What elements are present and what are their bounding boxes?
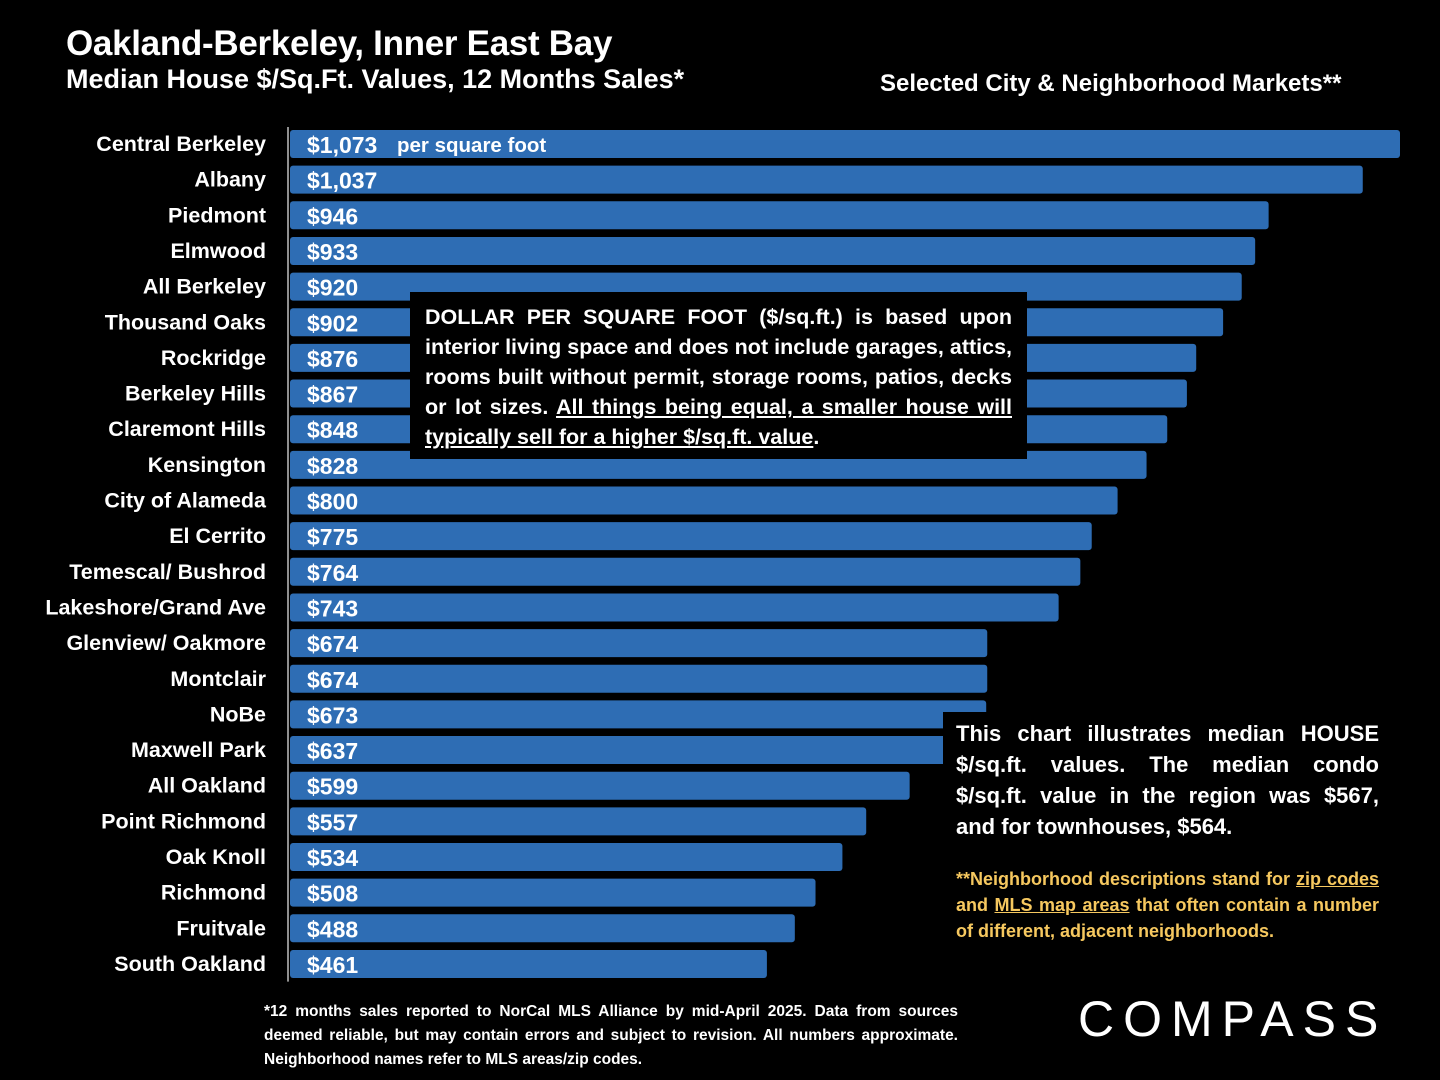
category-label: Temescal/ Bushrod <box>69 560 266 584</box>
category-label: Point Richmond <box>101 809 266 833</box>
bar-city-of-alameda <box>290 486 1118 515</box>
markets-caption: Selected City & Neighborhood Markets** <box>880 70 1342 97</box>
category-label: Claremont Hills <box>108 417 266 441</box>
chart-title: Oakland-Berkeley, Inner East Bay <box>66 24 613 63</box>
category-label: Lakeshore/Grand Ave <box>45 595 266 619</box>
value-label: $461 <box>307 952 358 978</box>
category-label: Maxwell Park <box>131 738 266 762</box>
value-label: $933 <box>307 239 358 265</box>
category-label: Thousand Oaks <box>105 310 266 334</box>
compass-logo: COMPASS <box>1078 991 1388 1047</box>
value-label: $673 <box>307 702 358 728</box>
category-label: All Berkeley <box>143 275 266 299</box>
category-label: All Oakland <box>148 774 266 798</box>
value-label: $920 <box>307 275 358 301</box>
value-label: $674 <box>307 667 358 693</box>
footnote: *12 months sales reported to NorCal MLS … <box>264 1003 958 1068</box>
value-label: $743 <box>307 595 358 621</box>
value-label: $867 <box>307 382 358 408</box>
bar-central-berkeley <box>290 130 1400 158</box>
neighborhood-note-end: that often contain a number of different… <box>956 895 1379 941</box>
bar-el-cerrito <box>290 522 1092 551</box>
bar-lakeshore-grand-ave <box>290 593 1059 622</box>
bar-glenview-oakmore <box>290 629 988 658</box>
value-label: $637 <box>307 738 358 764</box>
neighborhood-note-and: and <box>956 895 995 915</box>
chart-subtitle: Median House $/Sq.Ft. Values, 12 Months … <box>66 64 685 94</box>
category-label: Montclair <box>170 667 266 691</box>
category-label: South Oakland <box>114 952 266 976</box>
value-label: $848 <box>307 417 358 443</box>
note-main-text: This chart illustrates median HOUSE $/sq… <box>956 721 1379 839</box>
note-box: This chart illustrates median HOUSE $/sq… <box>943 712 1395 962</box>
value-label: $876 <box>307 346 358 372</box>
bar-temescal-bushrod <box>290 557 1081 586</box>
bar-richmond <box>290 878 816 907</box>
value-label: $902 <box>307 310 358 336</box>
mls-map-areas-link[interactable]: MLS map areas <box>994 895 1130 915</box>
unit-label: per square foot <box>397 134 546 157</box>
bar-all-oakland <box>290 771 910 800</box>
category-label: Albany <box>194 168 266 192</box>
definition-end: . <box>813 425 820 449</box>
value-label: $800 <box>307 489 358 515</box>
bar-albany <box>290 165 1363 194</box>
value-label: $828 <box>307 453 358 479</box>
bar-oak-knoll <box>290 843 843 871</box>
category-label: Glenview/ Oakmore <box>66 631 266 655</box>
value-label: $775 <box>307 524 358 550</box>
value-label: $764 <box>307 560 358 586</box>
category-label: City of Alameda <box>104 489 267 513</box>
category-label: El Cerrito <box>169 524 266 548</box>
category-label: Richmond <box>161 881 266 905</box>
definition-box: DOLLAR PER SQUARE FOOT ($/sq.ft.) is bas… <box>410 292 1027 459</box>
bar-point-richmond <box>290 807 867 836</box>
definition-underlined-text: All things being equal, a smaller house … <box>425 395 1012 449</box>
category-label: Berkeley Hills <box>125 382 266 406</box>
value-label: $557 <box>307 809 358 835</box>
category-label: NoBe <box>210 702 266 726</box>
neighborhood-note-text: **Neighborhood descriptions stand for <box>956 869 1296 889</box>
category-label: Piedmont <box>168 203 266 227</box>
category-label: Central Berkeley <box>96 132 266 156</box>
category-label: Kensington <box>148 453 266 477</box>
category-label: Rockridge <box>161 346 266 370</box>
value-label: $599 <box>307 774 358 800</box>
zip-codes-link[interactable]: zip codes <box>1295 869 1379 889</box>
category-label: Oak Knoll <box>166 845 266 869</box>
value-label: $508 <box>307 881 358 907</box>
category-label: Elmwood <box>170 239 266 263</box>
value-label: $674 <box>307 631 358 657</box>
value-label: $534 <box>307 845 358 871</box>
bar-south-oakland <box>290 949 767 978</box>
definition-text: DOLLAR PER SQUARE FOOT ($/sq.ft.) is bas… <box>425 305 1012 419</box>
bar-nobe <box>290 700 987 729</box>
value-label: $488 <box>307 916 358 942</box>
value-label: $946 <box>307 203 358 229</box>
bar-elmwood <box>290 236 1256 265</box>
value-label: $1,073 <box>307 132 377 158</box>
bar-piedmont <box>290 201 1269 230</box>
bar-fruitvale <box>290 914 795 943</box>
category-label: Fruitvale <box>176 916 266 940</box>
bar-maxwell-park <box>290 736 949 765</box>
value-label: $1,037 <box>307 168 377 194</box>
bar-montclair <box>290 664 988 693</box>
neighborhood-note: **Neighborhood descriptions stand for zi… <box>956 866 1379 944</box>
